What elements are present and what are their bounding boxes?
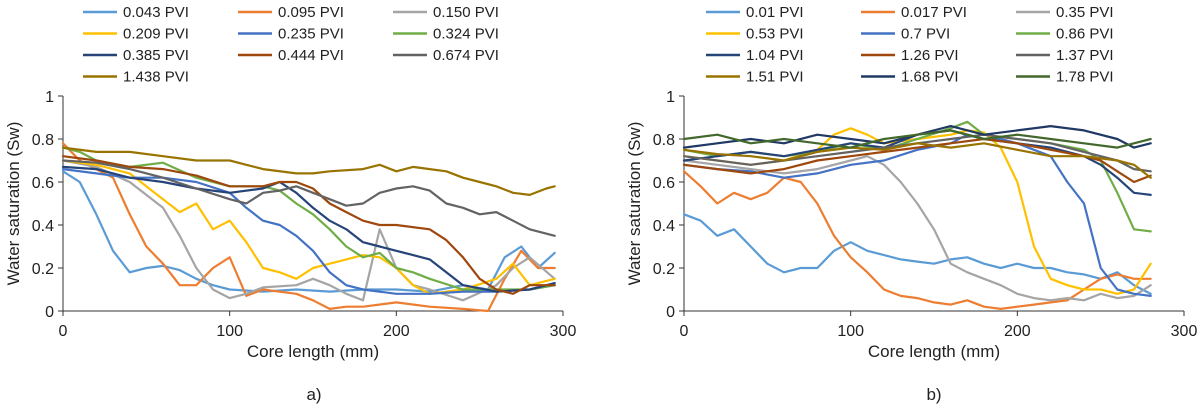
panel-b-y-tick-label: 0 [666,304,675,321]
panel-a-legend-item: 0.095 PVI [238,4,344,21]
panel-b-plot-area: 0 100 200 300 0 0.2 0.4 0.6 0.8 1 [653,89,1198,340]
panel-a-legend-label: 0.235 PVI [278,26,344,43]
panel-b-series-8-line [682,137,1152,184]
panel-b-legend-item: 1.51 PVI [706,69,804,86]
panel-b-y-tick-label: 0.2 [653,261,675,278]
panel-b-label: b) [926,385,941,404]
panel-b-x-tick-label: 300 [1171,323,1198,340]
panel-a-x-tick-label: 0 [59,323,68,340]
panel-a-legend-item: 0.324 PVI [393,26,499,43]
panel-b-legend-label: 1.26 PVI [901,47,959,64]
panel-b-legend-label: 1.04 PVI [746,47,804,64]
panel-b-legend-item: 1.26 PVI [861,47,959,64]
panel-b-series-5-line [682,133,1152,297]
panel-a-legend-item: 0.209 PVI [83,26,189,43]
panel-b-y-tick-label: 0.8 [653,132,675,149]
panel-a-y-tick-label: 0.2 [32,261,54,278]
panel-a-legend-label: 0.209 PVI [123,26,189,43]
panel-a-x-tick-label: 200 [383,323,410,340]
panel-a-x-tick-label: 100 [216,323,243,340]
panel-b-x-tick-label: 100 [837,323,864,340]
panel-a-legend-label: 0.674 PVI [433,47,499,64]
panel-b-legend-item: 0.017 PVI [861,4,967,21]
panel-b-series-6-line [682,120,1152,233]
panel-a-legend-item: 1.438 PVI [83,69,189,86]
panel-a-legend-label: 0.385 PVI [123,47,189,64]
panel-b-legend-label: 1.37 PVI [1056,47,1114,64]
panel-a-legend-item: 0.043 PVI [83,4,189,21]
panel-a-series-4-line [61,159,556,295]
panel-a-series-8-line [61,155,556,295]
panel-b-legend-item: 1.68 PVI [861,69,959,86]
panel-b-chart: 0.01 PVI 0.017 PVI 0.35 PVI 0.53 PVI 0.7 PVI… [625,4,1197,404]
panel-a-series-10-line [61,146,556,196]
panel-a-series-2-line [61,142,556,313]
panel-a-legend-label: 0.444 PVI [278,47,344,64]
panel-a-y-tick-label: 0.4 [32,218,54,235]
panel-b-legend-item: 0.35 PVI [1016,4,1114,21]
panel-a-legend-label: 0.324 PVI [433,26,499,43]
panel-b-y-axis-label: Water saturation (Sw) [625,122,644,286]
panel-b-x-axis-label: Core length (mm) [868,342,1000,361]
panel-a-series-7-line [61,165,556,293]
panel-a-legend-item: 0.150 PVI [393,4,499,21]
panel-b-legend-item: 1.04 PVI [706,47,804,64]
panel-b-legend-label: 0.53 PVI [746,26,804,43]
panel-b-legend-label: 0.86 PVI [1056,26,1114,43]
panel-a-plot-area: 0 100 200 300 0 0.2 0.4 0.6 0.8 1 [32,89,577,340]
panel-b-legend-item: 0.86 PVI [1016,26,1114,43]
panel-b-legend-item: 0.01 PVI [706,4,804,21]
panel-a-series-3-line [61,159,556,302]
panel-b-legend-label: 1.78 PVI [1056,69,1114,86]
panel-b-series-10-line [682,142,1152,179]
panel-b-y-tick-label: 1 [666,89,675,106]
panel-a-legend: 0.043 PVI 0.095 PVI 0.150 PVI 0.209 PVI 0.23… [83,4,499,86]
panel-b-series-9-line [682,133,1152,173]
panel-b-legend-item: 1.37 PVI [1016,47,1114,64]
panel-a-legend-item: 0.674 PVI [393,47,499,64]
panel-a-legend-label: 0.043 PVI [123,4,189,21]
panel-a-legend-item: 0.235 PVI [238,26,344,43]
panel-b-series-3-line [682,155,1152,302]
panel-a-legend-item: 0.385 PVI [83,47,189,64]
panel-b-legend-label: 0.01 PVI [746,4,804,21]
panel-b-legend-label: 0.7 PVI [901,26,950,43]
panel-a-label: a) [306,385,321,404]
panel-a-y-tick-label: 1 [45,89,54,106]
panel-a-legend-label: 0.095 PVI [278,4,344,21]
panel-a-x-axis-label: Core length (mm) [247,342,379,361]
panel-b-series-2-line [682,170,1152,310]
panel-b-legend-label: 0.017 PVI [901,4,967,21]
panel-a-legend-label: 0.150 PVI [433,4,499,21]
panel-a-y-tick-label: 0.8 [32,132,54,149]
panel-b-y-tick-label: 0.6 [653,175,675,192]
panel-a-series-9-line [61,159,556,237]
panel-a-legend-label: 1.438 PVI [123,69,189,86]
panel-b-legend-item: 1.78 PVI [1016,69,1114,86]
panel-b-y-tick-label: 0.4 [653,218,675,235]
panel-a-y-tick-label: 0 [45,304,54,321]
panel-a-legend-item: 0.444 PVI [238,47,344,64]
panel-b-legend-label: 1.51 PVI [746,69,804,86]
panel-b-series-12-line [682,129,1152,149]
panel-a-x-tick-label: 300 [550,323,577,340]
panel-b-legend-item: 0.53 PVI [706,26,804,43]
panel-a-series-6-line [61,146,556,291]
panel-a-series-1-line [61,170,556,293]
panel-a-y-tick-label: 0.6 [32,175,54,192]
panel-b-x-tick-label: 200 [1004,323,1031,340]
panel-b-legend-label: 1.68 PVI [901,69,959,86]
panel-b-legend-label: 0.35 PVI [1056,4,1114,21]
panel-b-legend: 0.01 PVI 0.017 PVI 0.35 PVI 0.53 PVI 0.7 PVI… [706,4,1114,86]
panel-b-series-1-line [682,213,1152,295]
panel-a-y-axis-label: Water saturation (Sw) [4,122,23,286]
panel-b-x-tick-label: 0 [680,323,689,340]
panel-b-legend-item: 0.7 PVI [861,26,950,43]
